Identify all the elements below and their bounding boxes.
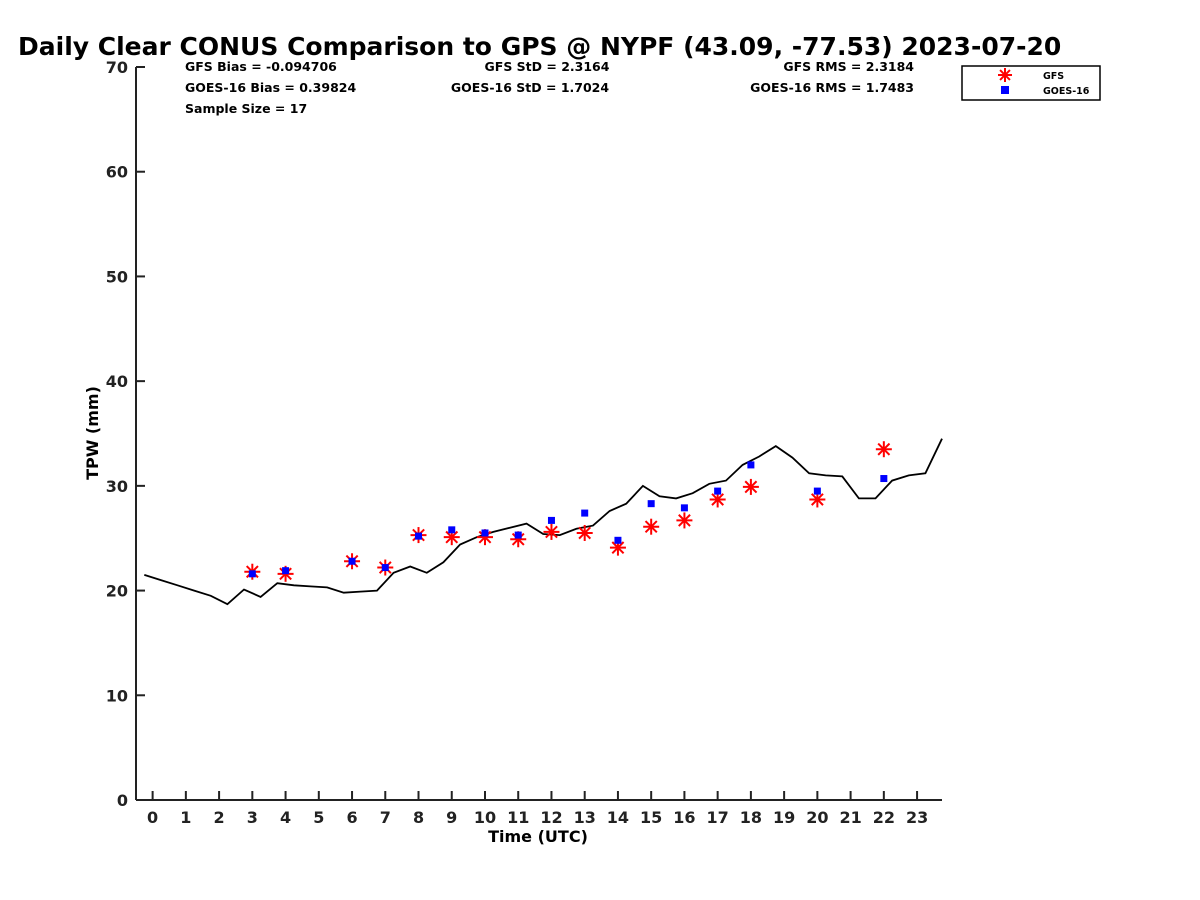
x-tick-label: 1	[180, 808, 191, 827]
y-tick-label: 0	[117, 791, 128, 810]
legend-box	[961, 65, 1101, 101]
y-tick-label: 70	[106, 58, 128, 77]
goes-point	[880, 475, 888, 483]
y-axis-label: TPW (mm)	[83, 386, 102, 480]
y-tick-label: 50	[106, 267, 128, 286]
y-tick-label: 20	[106, 582, 128, 601]
gfs-point	[676, 512, 693, 529]
x-tick-label: 12	[540, 808, 562, 827]
x-tick-label: 23	[906, 808, 928, 827]
x-tick-label: 13	[574, 808, 596, 827]
goes-point	[381, 564, 389, 572]
goes-point	[647, 500, 655, 508]
x-tick-label: 21	[839, 808, 861, 827]
goes-point	[813, 487, 821, 495]
x-tick-label: 15	[640, 808, 662, 827]
gfs-point	[576, 524, 593, 541]
goes-point	[282, 567, 290, 575]
y-tick-label: 10	[106, 686, 128, 705]
gfs-point	[609, 539, 626, 556]
x-tick-label: 5	[313, 808, 324, 827]
x-tick-label: 16	[673, 808, 695, 827]
goes-point	[714, 487, 722, 495]
gfs-rms-stat: GFS RMS = 2.3184	[783, 59, 914, 74]
x-tick-label: 3	[247, 808, 258, 827]
x-tick-label: 11	[507, 808, 529, 827]
goes-point	[680, 504, 688, 512]
sample-size-stat: Sample Size = 17	[185, 101, 307, 116]
gps-series-line	[144, 438, 943, 606]
gfs-point	[875, 441, 892, 458]
x-tick-label: 22	[873, 808, 895, 827]
gfs-point	[742, 478, 759, 495]
legend-goes-label: GOES-16	[1043, 86, 1090, 97]
legend-gfs-label: GFS	[1043, 71, 1064, 82]
goes-point	[747, 461, 755, 469]
gfs-point	[643, 518, 660, 535]
goes-point	[348, 557, 356, 565]
goes-point	[581, 509, 589, 517]
x-tick-label: 2	[214, 808, 225, 827]
x-tick-label: 0	[147, 808, 158, 827]
x-tick-label: 9	[446, 808, 457, 827]
x-axis-label: Time (UTC)	[488, 827, 588, 846]
goes-rms-stat: GOES-16 RMS = 1.7483	[750, 80, 914, 95]
goes-point	[514, 531, 522, 539]
y-tick-label: 40	[106, 372, 128, 391]
x-tick-label: 8	[413, 808, 424, 827]
goes-bias-stat: GOES-16 Bias = 0.39824	[185, 80, 356, 95]
x-tick-label: 18	[740, 808, 762, 827]
y-tick-label: 60	[106, 163, 128, 182]
goes-point	[415, 532, 423, 540]
gfs-bias-stat: GFS Bias = -0.094706	[185, 59, 337, 74]
x-tick-label: 4	[280, 808, 291, 827]
goes-point	[448, 526, 456, 534]
x-tick-label: 17	[707, 808, 729, 827]
legend-gfs-marker	[998, 68, 1012, 82]
x-tick-label: 19	[773, 808, 795, 827]
x-tick-label: 7	[380, 808, 391, 827]
goes-std-stat: GOES-16 StD = 1.7024	[451, 80, 609, 95]
goes-point	[547, 516, 555, 524]
gfs-std-stat: GFS StD = 2.3164	[485, 59, 610, 74]
chart-title: Daily Clear CONUS Comparison to GPS @ NY…	[18, 32, 1061, 61]
gfs-point	[543, 523, 560, 540]
goes-point	[614, 536, 622, 544]
goes-point	[248, 570, 256, 578]
x-tick-label: 10	[474, 808, 496, 827]
x-tick-label: 20	[806, 808, 828, 827]
legend-gfs-asterisk	[998, 68, 1012, 82]
x-tick-label: 14	[607, 808, 629, 827]
y-tick-label: 30	[106, 477, 128, 496]
x-tick-label: 6	[346, 808, 357, 827]
legend: GFS GOES-16	[961, 65, 1101, 101]
legend-goes-marker	[1001, 86, 1009, 94]
goes-point	[481, 529, 489, 537]
